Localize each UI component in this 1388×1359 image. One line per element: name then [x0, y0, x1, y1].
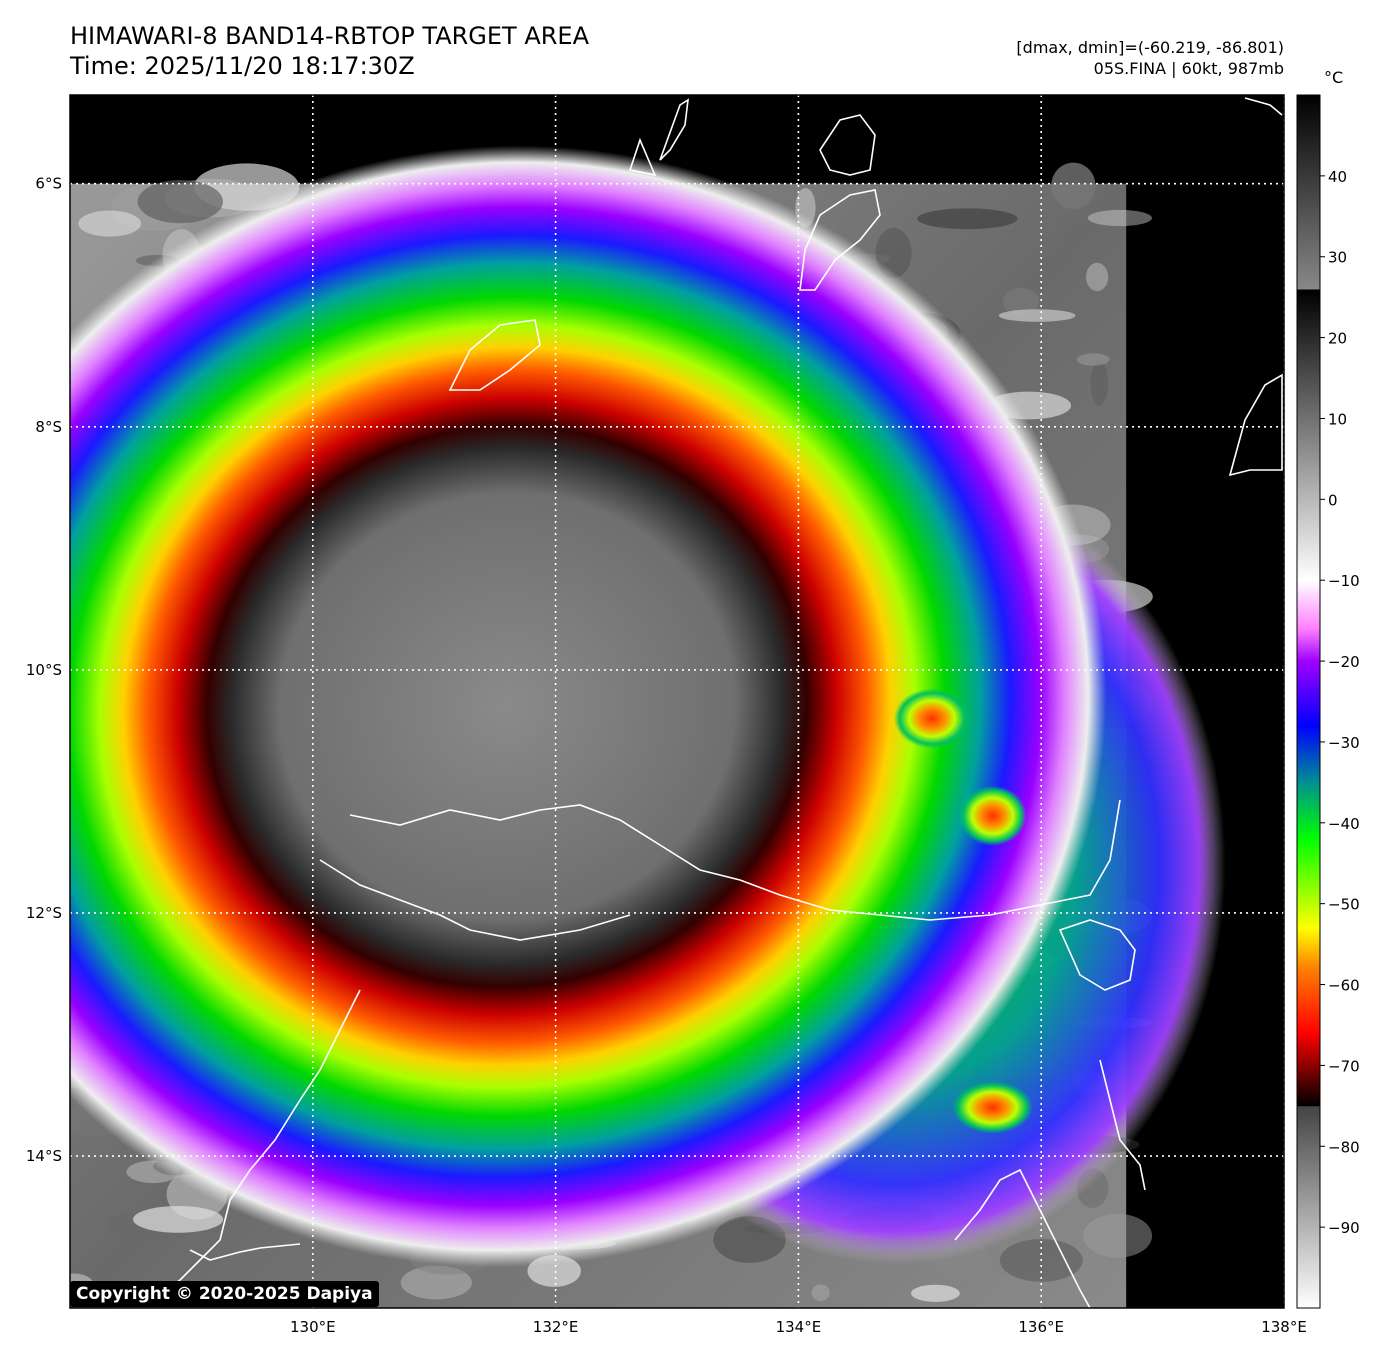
colorbar-tick-label: −10: [1328, 572, 1360, 590]
cloud-patch: [133, 1205, 224, 1233]
convective-cell: [952, 1081, 1033, 1134]
colorbar-tick-label: −80: [1328, 1138, 1360, 1156]
colorbar-tick-label: 20: [1328, 330, 1347, 348]
longitude-labels: 130°E 132°E 134°E 136°E 138°E: [290, 1318, 1307, 1336]
copyright-label: Copyright © 2020-2025 Dapiya: [70, 1281, 379, 1307]
colorbar-tick-label: −70: [1328, 1057, 1360, 1075]
longitude-tick-label: 138°E: [1261, 1318, 1307, 1336]
colorbar-ticks: 40 30 20 10 0 −10 −20 −30 −40 −50 −60 −70 −80 −90: [1320, 168, 1360, 1237]
cloud-patch: [910, 1284, 960, 1302]
convective-cell: [893, 688, 970, 749]
colorbar-tick-label: 10: [1328, 410, 1347, 428]
colorbar-tick-label: 40: [1328, 168, 1347, 186]
convective-cell: [958, 785, 1027, 846]
colorbar-tick-label: 30: [1328, 249, 1347, 267]
cloud-patch: [1051, 162, 1096, 210]
temperature-range: [dmax, dmin]=(-60.219, -86.801): [1016, 38, 1284, 57]
storm-info: 05S.FINA | 60kt, 987mb: [1093, 59, 1284, 78]
cloud-patch: [917, 208, 1018, 230]
cloud-patch: [1076, 353, 1110, 366]
latitude-labels: 6°S 8°S 10°S 12°S 14°S: [26, 175, 62, 1165]
latitude-tick-label: 8°S: [35, 418, 62, 436]
map-title: HIMAWARI-8 BAND14-RBTOP TARGET AREA: [70, 22, 590, 50]
longitude-tick-label: 134°E: [776, 1318, 822, 1336]
colorbar-unit: °C: [1324, 68, 1344, 87]
cloud-patch: [811, 1284, 830, 1302]
cloud-patch: [1086, 262, 1109, 292]
colorbar-tick-label: −50: [1328, 896, 1360, 914]
latitude-tick-label: 12°S: [26, 904, 62, 922]
cloud-patch: [1087, 209, 1152, 227]
colorbar-tick-label: −30: [1328, 734, 1360, 752]
colorbar-tick-label: −60: [1328, 977, 1360, 995]
coastline: [149, 97, 1283, 1308]
longitude-tick-label: 132°E: [533, 1318, 579, 1336]
colorbar: 40 30 20 10 0 −10 −20 −30 −40 −50 −60 −70 −80 −90: [1296, 94, 1360, 1309]
cloud-patch: [137, 180, 224, 224]
colorbar-tick-label: −20: [1328, 653, 1360, 671]
cloud-patch: [1002, 288, 1039, 316]
map-frame: [69, 94, 1285, 1309]
latitude-tick-label: 6°S: [35, 175, 62, 193]
latitude-tick-label: 10°S: [26, 661, 62, 679]
longitude-tick-label: 136°E: [1018, 1318, 1064, 1336]
latitude-tick-label: 14°S: [26, 1147, 62, 1165]
cloud-patch: [1090, 361, 1109, 406]
satellite-image: [70, 95, 1284, 1308]
storm-cloud-shield: [70, 145, 1107, 1268]
map-timestamp: Time: 2025/11/20 18:17:30Z: [70, 52, 415, 80]
cloud-patch: [1083, 1213, 1153, 1258]
colorbar-tick-label: −40: [1328, 815, 1360, 833]
cloud-patch: [998, 309, 1076, 322]
colorbar-tick-label: 0: [1328, 491, 1338, 509]
longitude-tick-label: 130°E: [290, 1318, 336, 1336]
colorbar-gradient: [1296, 94, 1321, 1309]
colorbar-tick-label: −90: [1328, 1219, 1360, 1237]
cloud-patch: [78, 210, 142, 237]
